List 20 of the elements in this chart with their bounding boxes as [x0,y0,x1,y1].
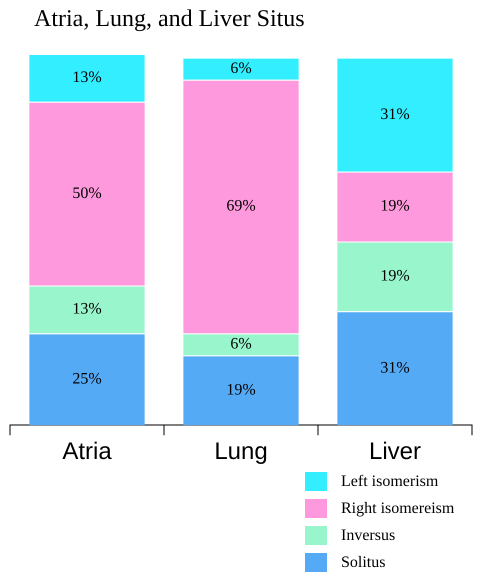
x-tick-label: Atria [62,438,112,466]
data-label: 6% [230,336,252,353]
data-label: 50% [72,184,102,202]
data-label: 6% [230,60,252,77]
data-label: 13% [72,69,102,86]
legend-label: Right isomereism [341,500,454,518]
data-label: 19% [380,268,410,285]
data-label: 31% [380,106,410,123]
data-label: 13% [72,300,102,318]
legend-label: Left isomerism [341,472,438,490]
data-label: 19% [380,198,410,215]
legend-label: Inversus [341,526,396,544]
x-tick-label: Liver [368,438,422,466]
data-label: 25% [72,370,102,388]
data-label: 31% [380,359,410,376]
x-tick-label: Lung [214,438,268,466]
data-label: 19% [226,381,256,398]
data-label: 69% [226,198,256,215]
chart-title: Atria, Lung, and Liver Situs [34,6,305,33]
legend-label: Solitus [341,554,386,572]
